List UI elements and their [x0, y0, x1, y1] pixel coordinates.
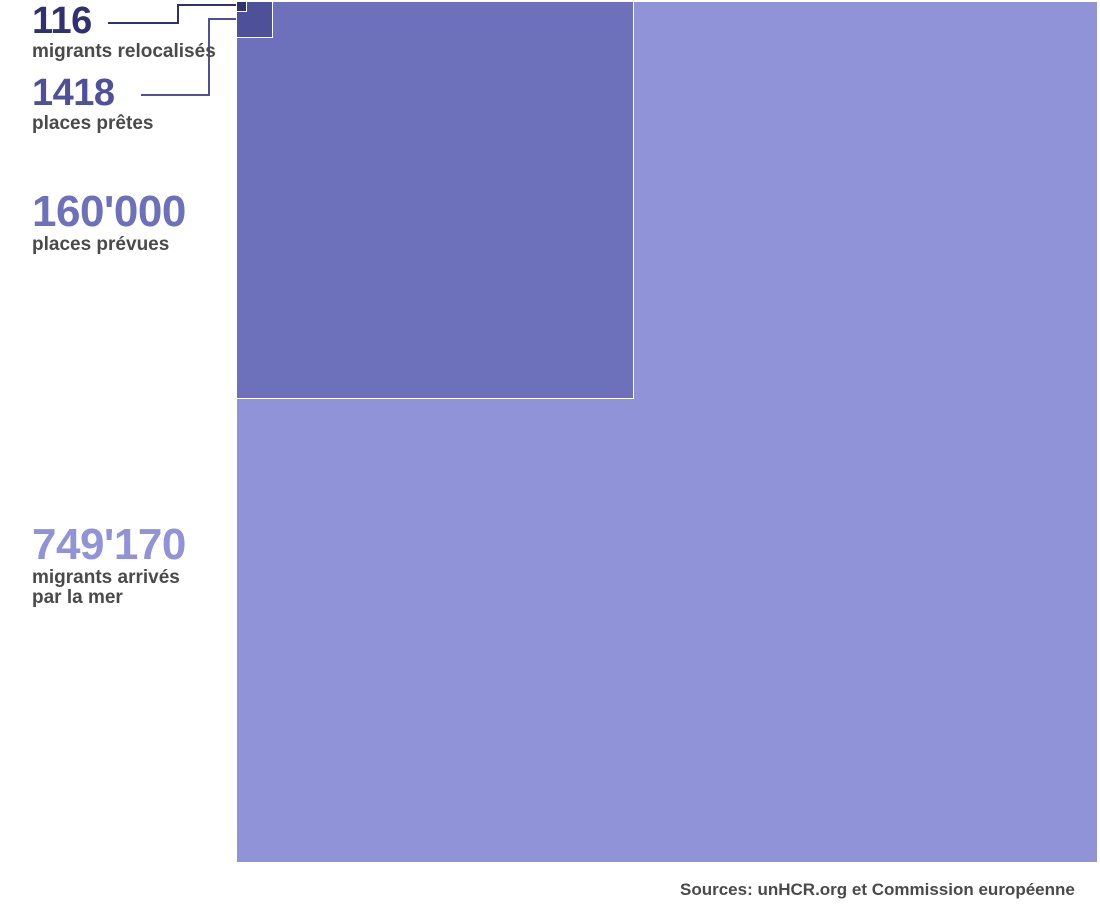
- square-migrants-relocated: [236, 1, 247, 12]
- caption-arrived-by-sea-line1: migrants arrivés: [32, 568, 186, 588]
- infographic-stage: 116 migrants relocalisés 1418 places prê…: [0, 0, 1100, 911]
- source-attribution: Sources: unHCR.org et Commission europée…: [680, 880, 1075, 900]
- caption-places-ready: places prêtes: [32, 114, 153, 134]
- value-arrived-by-sea: 749'170: [32, 522, 186, 568]
- value-places-planned: 160'000: [32, 189, 186, 235]
- label-places-ready: 1418 places prêtes: [32, 74, 153, 134]
- value-places-ready: 1418: [32, 74, 153, 114]
- caption-places-planned: places prévues: [32, 235, 186, 255]
- caption-arrived-by-sea-line2: par la mer: [32, 588, 186, 608]
- square-places-planned: [236, 1, 634, 399]
- caption-migrants-relocated: migrants relocalisés: [32, 42, 216, 62]
- value-migrants-relocated: 116: [32, 2, 216, 42]
- label-places-planned: 160'000 places prévues: [32, 189, 186, 255]
- label-arrived-by-sea: 749'170 migrants arrivés par la mer: [32, 522, 186, 608]
- label-migrants-relocated: 116 migrants relocalisés: [32, 2, 216, 62]
